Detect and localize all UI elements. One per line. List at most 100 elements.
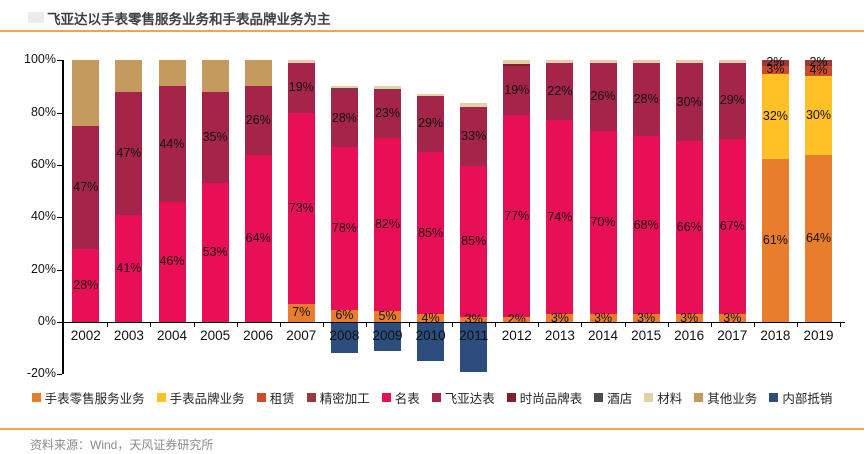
bar-segment-materials	[460, 103, 488, 108]
bar-segment-materials	[589, 60, 617, 63]
bar-segment-label: 30%	[676, 94, 702, 109]
x-axis-tick	[710, 322, 712, 327]
y-axis-tick-label: 80%	[30, 104, 56, 119]
x-axis-category-label: 2014	[587, 328, 619, 343]
legend-swatch-leasing	[256, 393, 266, 402]
x-axis-tick	[495, 322, 497, 327]
legend-item-leasing: 租赁	[256, 388, 295, 407]
x-axis-category-label: 2005	[200, 328, 231, 343]
bar-segment-label: 22%	[547, 84, 573, 99]
bar-segment-materials	[287, 60, 315, 63]
x-axis-tick	[322, 322, 324, 327]
legend-swatch-fiyta-watch	[431, 393, 441, 402]
y-axis-tick	[57, 112, 62, 114]
x-axis-tick	[624, 322, 626, 327]
x-axis-tick	[107, 322, 109, 327]
bar-segment-label: 2%	[507, 311, 526, 326]
x-axis-line	[62, 321, 845, 323]
y-axis-tick-label: 20%	[30, 261, 56, 276]
bar-segment-label: 28%	[633, 92, 659, 107]
bar-segment-label: 74%	[547, 209, 573, 224]
bar-segment-fiyta-watch	[287, 62, 315, 113]
bar-segment-leasing	[805, 65, 832, 76]
x-axis-category-label: 2007	[286, 328, 317, 343]
legend-item-precision-machining: 精密加工	[306, 388, 370, 407]
bar-segment-materials	[374, 86, 401, 89]
bar-segment-fiyta-watch	[417, 96, 445, 152]
bar-segment-internal-elimination	[417, 322, 445, 362]
bar-segment-label: 3%	[550, 310, 569, 325]
bar-segment-label: 85%	[461, 233, 487, 248]
bar-segment-label: 66%	[676, 220, 702, 235]
bar-segment-label: 61%	[762, 233, 788, 248]
bar-segment-label: 82%	[374, 217, 401, 232]
bar-segment-watch-retail-service	[374, 311, 401, 322]
legend-swatch-other-business	[694, 393, 704, 402]
bar-segment-label: 2%	[766, 55, 785, 70]
bar-segment-famous-watch	[244, 154, 272, 322]
bar-segment-label: 32%	[762, 108, 788, 123]
y-axis-tick-label: 0%	[37, 314, 56, 328]
bar-segment-internal-elimination	[374, 322, 401, 351]
bar-segment-famous-watch	[158, 201, 186, 322]
bar-segment-watch-retail-service	[632, 314, 660, 322]
top-divider-line	[0, 30, 864, 32]
x-axis-tick	[409, 322, 411, 327]
bar-segment-label: 26%	[245, 112, 271, 127]
x-axis-tick	[581, 322, 583, 327]
bar-segment-precision-machining	[805, 60, 832, 66]
bar-segment-fiyta-watch	[675, 62, 703, 142]
legend-item-fiyta-watch: 飞亚达表	[431, 388, 495, 407]
bar-segment-label: 7%	[292, 305, 311, 320]
bar-segment-materials	[503, 60, 531, 65]
bar-segment-watch-retail-service	[330, 309, 358, 322]
bar-segment-label: 3%	[680, 310, 699, 325]
bar-segment-label: 26%	[590, 89, 616, 104]
x-axis-category-label: 2009	[372, 328, 403, 343]
bar-segment-famous-watch	[330, 147, 358, 310]
bar-segment-watch-retail-service	[589, 314, 617, 322]
x-axis-category-label: 2011	[459, 328, 489, 343]
bar-segment-famous-watch	[718, 138, 746, 315]
legend-label: 其他业务	[707, 392, 758, 406]
bar-segment-other-business	[244, 60, 272, 87]
y-axis-tick	[57, 60, 62, 62]
bar-segment-fiyta-watch	[330, 88, 358, 148]
bar-segment-watch-brand	[761, 73, 789, 160]
bar-segment-label: 44%	[159, 136, 185, 151]
legend-item-fashion-brand-watch: 时尚品牌表	[506, 388, 582, 407]
legend-label: 手表品牌业务	[169, 392, 245, 406]
bar-segment-famous-watch	[675, 141, 703, 315]
y-axis-tick-label: 100%	[24, 52, 56, 67]
bar-segment-materials	[675, 60, 703, 63]
x-axis-category-label: 2003	[113, 328, 144, 343]
bar-segment-internal-elimination	[330, 322, 358, 354]
x-axis-category-label: 2016	[674, 328, 705, 343]
bar-segment-label: 64%	[245, 230, 271, 245]
bar-segment-fiyta-watch	[546, 62, 574, 121]
x-axis-category-label: 2015	[631, 328, 662, 343]
bar-segment-label: 29%	[719, 93, 745, 108]
bar-segment-fiyta-watch	[632, 62, 660, 137]
bar-segment-watch-retail-service	[761, 159, 789, 322]
x-axis-tick	[667, 322, 669, 327]
legend-swatch-materials	[644, 393, 654, 402]
bar-segment-label: 4%	[809, 63, 828, 78]
bar-segment-famous-watch	[632, 136, 660, 315]
bar-segment-fiyta-watch	[460, 107, 488, 166]
bar-segment-label: 23%	[374, 106, 401, 121]
chart-title: 飞亚达以手表零售服务业务和手表品牌业务为主	[47, 12, 331, 27]
bar-segment-fiyta-watch	[503, 65, 531, 116]
legend-item-watch-retail-service: 手表零售服务业务	[31, 388, 145, 407]
legend-item-famous-watch: 名表	[381, 388, 420, 407]
bar-segment-label: 41%	[116, 260, 142, 275]
bar-segment-label: 68%	[633, 217, 659, 232]
bar-segment-watch-retail-service	[460, 316, 488, 322]
legend-item-materials: 材料	[644, 388, 682, 407]
bar-segment-fiyta-watch	[72, 125, 100, 249]
bar-segment-watch-retail-service	[287, 303, 315, 322]
x-axis-tick	[193, 322, 195, 327]
bar-segment-label: 30%	[805, 107, 832, 122]
bar-segment-hotel	[374, 88, 401, 90]
